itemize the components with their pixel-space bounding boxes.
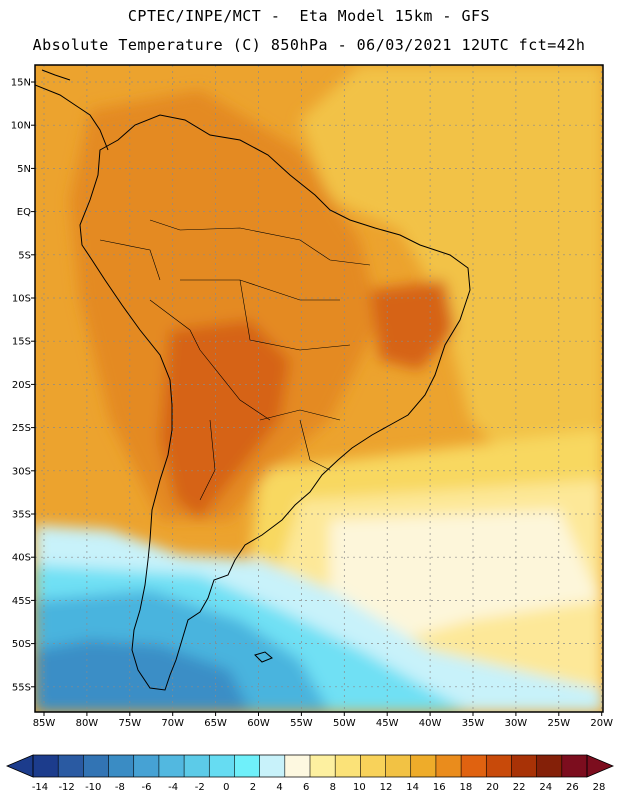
colorbar-swatch: [83, 755, 110, 777]
colorbar-label: 4: [276, 782, 282, 793]
lon-label: 45W: [376, 718, 399, 729]
colorbar-swatch: [360, 755, 387, 777]
lat-label: 15N: [11, 78, 31, 89]
lon-label: 80W: [76, 718, 99, 729]
lat-label: 50S: [12, 639, 31, 650]
lat-label: 55S: [12, 682, 31, 693]
colorbar-swatch: [536, 755, 563, 777]
lat-label: 10S: [12, 294, 31, 305]
coastlines: [35, 69, 471, 691]
colorbar-swatch: [561, 755, 588, 777]
colorbar-label: 12: [380, 782, 393, 793]
lat-label: 5N: [17, 164, 31, 175]
colorbar-label: -10: [85, 782, 101, 793]
colorbar-label: 28: [593, 782, 606, 793]
colorbar-swatch: [184, 755, 210, 777]
colorbar-label: 24: [539, 782, 552, 793]
colorbar-left-arrow: [5, 754, 34, 778]
colorbar-swatch: [511, 755, 538, 777]
colorbar-swatch: [158, 755, 185, 777]
map-title-line-1: CPTEC/INPE/MCT - Eta Model 15km - GFS: [127, 7, 491, 25]
field-hot-interior: [160, 320, 290, 520]
colorbar-label: -2: [195, 782, 205, 793]
map-title-line-2: Absolute Temperature (C) 850hPa - 06/03/…: [32, 36, 586, 54]
colorbar-swatch: [133, 755, 160, 777]
lon-label: 50W: [333, 718, 356, 729]
colorbar-label: 26: [566, 782, 579, 793]
colorbar-label: -14: [32, 782, 48, 793]
field-hot-north: [130, 130, 290, 230]
field-moderate-ne: [300, 65, 603, 480]
colorbar-label: 22: [513, 782, 526, 793]
colorbar-swatch: [410, 755, 437, 777]
colorbar-label: 10: [353, 782, 366, 793]
lat-label: EQ: [17, 207, 31, 218]
colorbar-label: 2: [250, 782, 256, 793]
plot-frame: [34, 64, 604, 713]
lat-label: 5S: [18, 250, 31, 261]
lon-label: 40W: [419, 718, 442, 729]
lat-label: 35S: [12, 510, 31, 521]
colorbar-label: 8: [330, 782, 336, 793]
lat-label: 20S: [12, 380, 31, 391]
lon-label: 55W: [290, 718, 313, 729]
lon-label: 70W: [161, 718, 184, 729]
colorbar-label: 6: [303, 782, 309, 793]
lon-label: 35W: [462, 718, 485, 729]
lat-label: 10N: [11, 121, 31, 132]
lat-label: 45S: [12, 596, 31, 607]
colorbar-label: -6: [141, 782, 151, 793]
lat-label: 30S: [12, 466, 31, 477]
lat-label: 25S: [12, 423, 31, 434]
colorbar-swatch: [461, 755, 487, 777]
country-borders: [99, 219, 371, 501]
colorbar-label: 20: [486, 782, 499, 793]
colorbar-swatch: [435, 755, 462, 777]
lat-label: 40S: [12, 553, 31, 564]
field-hot-northeast: [370, 280, 455, 370]
colorbar-swatch: [310, 755, 336, 777]
colorbar-swatch: [209, 755, 235, 777]
lon-label: 85W: [33, 718, 56, 729]
colorbar-swatch: [234, 755, 261, 777]
colorbar-swatch: [58, 755, 84, 777]
lon-label: 30W: [505, 718, 528, 729]
south-america-coastline: [79, 114, 471, 691]
colorbar-swatch: [108, 755, 135, 777]
lon-label: 60W: [247, 718, 270, 729]
colorbar: -14 -12 -10 -8 -6 -4 -2 0 2 4 6 8 10 12 14 16 18 20 22 24 26…: [5, 754, 615, 793]
colorbar-label: 0: [223, 782, 229, 793]
colorbar-label: 16: [433, 782, 446, 793]
colorbar-label: -8: [115, 782, 125, 793]
lon-label: 25W: [547, 718, 570, 729]
lat-label: 15S: [12, 337, 31, 348]
gridlines: [35, 65, 603, 712]
latitude-labels: 15N 10N 5N EQ 5S 10S 15S 20S 25S 30S 35S 40S 45S 50S 5…: [11, 78, 35, 693]
colorbar-right-arrow: [586, 754, 615, 778]
colorbar-swatch: [385, 755, 412, 777]
colorbar-swatch: [486, 755, 512, 777]
colorbar-label: 14: [406, 782, 419, 793]
field-cream-atlantic: [330, 510, 600, 640]
colorbar-label: -4: [168, 782, 178, 793]
colorbar-swatch: [33, 755, 59, 777]
falkland-islands: [254, 651, 273, 663]
lon-label: 20W: [590, 718, 613, 729]
colorbar-swatch: [284, 755, 311, 777]
lon-label: 65W: [204, 718, 227, 729]
temperature-field: [35, 65, 603, 712]
central-america-coastline: [35, 69, 109, 151]
colorbar-swatch: [259, 755, 286, 777]
longitude-labels: 85W 80W 75W 70W 65W 60W 55W 50W 45W 40W 35W 30W 25W 2…: [33, 712, 613, 729]
colorbar-swatch: [335, 755, 361, 777]
colorbar-label: 18: [460, 782, 473, 793]
lon-label: 75W: [118, 718, 141, 729]
colorbar-label: -12: [58, 782, 74, 793]
